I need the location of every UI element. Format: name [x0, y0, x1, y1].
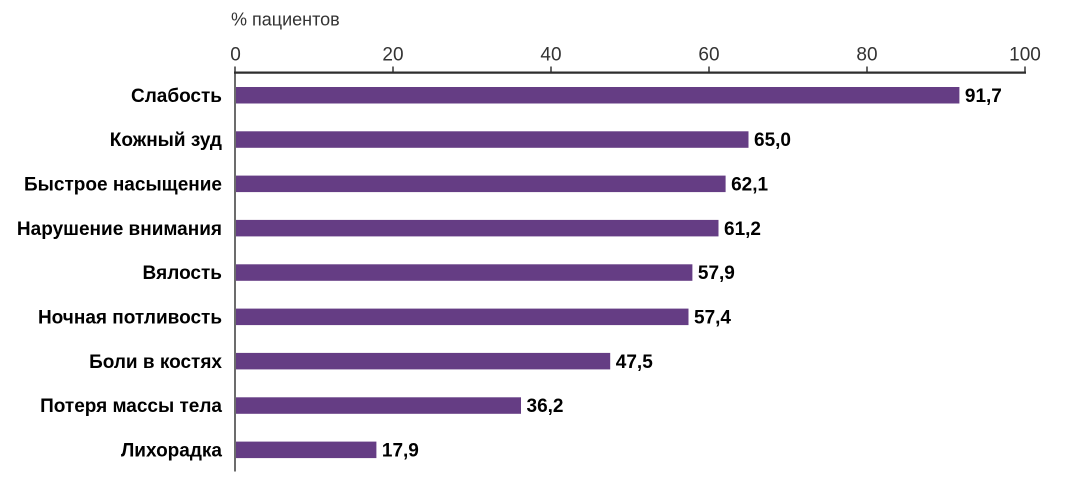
svg-text:57,4: 57,4	[694, 307, 731, 328]
svg-text:Вялость: Вялость	[142, 263, 222, 284]
svg-text:17,9: 17,9	[382, 440, 419, 461]
svg-text:40: 40	[540, 45, 561, 66]
svg-text:Боли в костях: Боли в костях	[89, 352, 222, 373]
svg-text:61,2: 61,2	[724, 219, 761, 240]
svg-text:20: 20	[382, 45, 403, 66]
svg-text:Ночная потливость: Ночная потливость	[38, 307, 222, 328]
svg-text:Потеря массы тела: Потеря массы тела	[40, 396, 222, 417]
svg-text:65,0: 65,0	[754, 130, 791, 151]
svg-text:100: 100	[1009, 45, 1041, 66]
svg-text:80: 80	[856, 45, 877, 66]
svg-text:Слабость: Слабость	[131, 86, 222, 107]
svg-text:0: 0	[230, 45, 241, 66]
svg-text:Нарушение внимания: Нарушение внимания	[17, 219, 222, 240]
svg-text:62,1: 62,1	[731, 175, 768, 196]
svg-text:Лихорадка: Лихорадка	[121, 440, 222, 461]
svg-text:Кожный зуд: Кожный зуд	[110, 130, 222, 151]
svg-text:57,9: 57,9	[698, 263, 735, 284]
svg-text:36,2: 36,2	[527, 396, 564, 417]
svg-text:60: 60	[698, 45, 719, 66]
svg-text:47,5: 47,5	[616, 352, 653, 373]
svg-text:Быстрое насыщение: Быстрое насыщение	[24, 175, 222, 196]
svg-text:91,7: 91,7	[965, 86, 1002, 107]
svg-text:% пациентов: % пациентов	[231, 10, 340, 30]
